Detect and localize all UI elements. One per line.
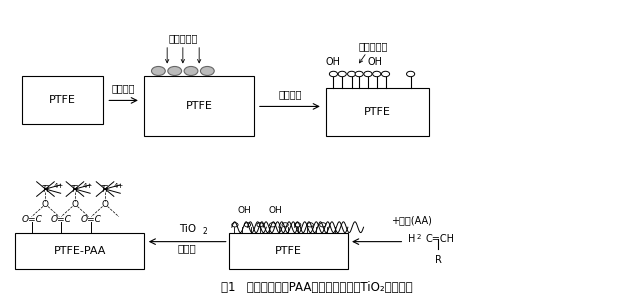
Bar (15, 233, 144, 269)
Bar (229, 233, 348, 269)
Text: PTFE: PTFE (49, 95, 76, 106)
Text: R: R (435, 255, 442, 265)
Ellipse shape (307, 223, 313, 227)
Ellipse shape (168, 66, 182, 76)
Bar (22, 76, 103, 125)
Text: O=C: O=C (81, 215, 102, 224)
Text: +单体(AA): +单体(AA) (391, 215, 432, 225)
Text: 4+: 4+ (83, 183, 93, 189)
Text: 2: 2 (203, 227, 207, 236)
Ellipse shape (184, 66, 198, 76)
Ellipse shape (382, 71, 389, 77)
Ellipse shape (294, 223, 301, 227)
Text: OH: OH (269, 206, 282, 215)
Ellipse shape (338, 71, 346, 77)
Text: Ti: Ti (101, 185, 109, 194)
Text: 等离子体: 等离子体 (112, 83, 135, 93)
Text: O: O (72, 200, 78, 209)
Text: Ti: Ti (41, 185, 49, 194)
Text: 4+: 4+ (54, 183, 64, 189)
Text: TiO: TiO (179, 224, 196, 234)
Ellipse shape (257, 223, 263, 227)
Bar (326, 88, 429, 136)
Ellipse shape (373, 71, 381, 77)
Ellipse shape (364, 71, 372, 77)
Ellipse shape (282, 223, 288, 227)
Ellipse shape (348, 71, 356, 77)
Ellipse shape (355, 71, 363, 77)
Text: O=C: O=C (51, 215, 72, 224)
Text: C=CH: C=CH (425, 233, 454, 244)
Text: O=C: O=C (21, 215, 42, 224)
Text: PTFE: PTFE (185, 101, 212, 111)
Bar (144, 76, 254, 136)
Text: 曝气处理: 曝气处理 (278, 89, 301, 99)
Text: Ti: Ti (71, 185, 79, 194)
Ellipse shape (329, 71, 337, 77)
Ellipse shape (406, 71, 415, 77)
Text: 2: 2 (417, 234, 422, 240)
Text: 自组装: 自组装 (178, 243, 197, 253)
Text: O: O (42, 200, 49, 209)
Ellipse shape (320, 223, 326, 227)
Text: PTFE: PTFE (364, 107, 391, 118)
Ellipse shape (244, 223, 251, 227)
Text: O: O (101, 200, 108, 209)
Text: 过氧自由基: 过氧自由基 (358, 41, 387, 51)
Text: OH: OH (368, 57, 383, 67)
Ellipse shape (201, 66, 214, 76)
Text: 图1   等离子体诱导PAA接枝聚合机理及TiO₂的自组装: 图1 等离子体诱导PAA接枝聚合机理及TiO₂的自组装 (221, 281, 412, 294)
Ellipse shape (151, 66, 165, 76)
Text: PTFE: PTFE (275, 246, 302, 256)
Text: H: H (408, 233, 415, 244)
Text: PTFE-PAA: PTFE-PAA (53, 246, 106, 256)
Text: OH: OH (237, 206, 251, 215)
Text: OH: OH (326, 57, 341, 67)
Ellipse shape (270, 223, 276, 227)
Text: 烷基自由基: 烷基自由基 (168, 33, 197, 43)
Ellipse shape (232, 223, 238, 227)
Text: 4+: 4+ (113, 183, 123, 189)
